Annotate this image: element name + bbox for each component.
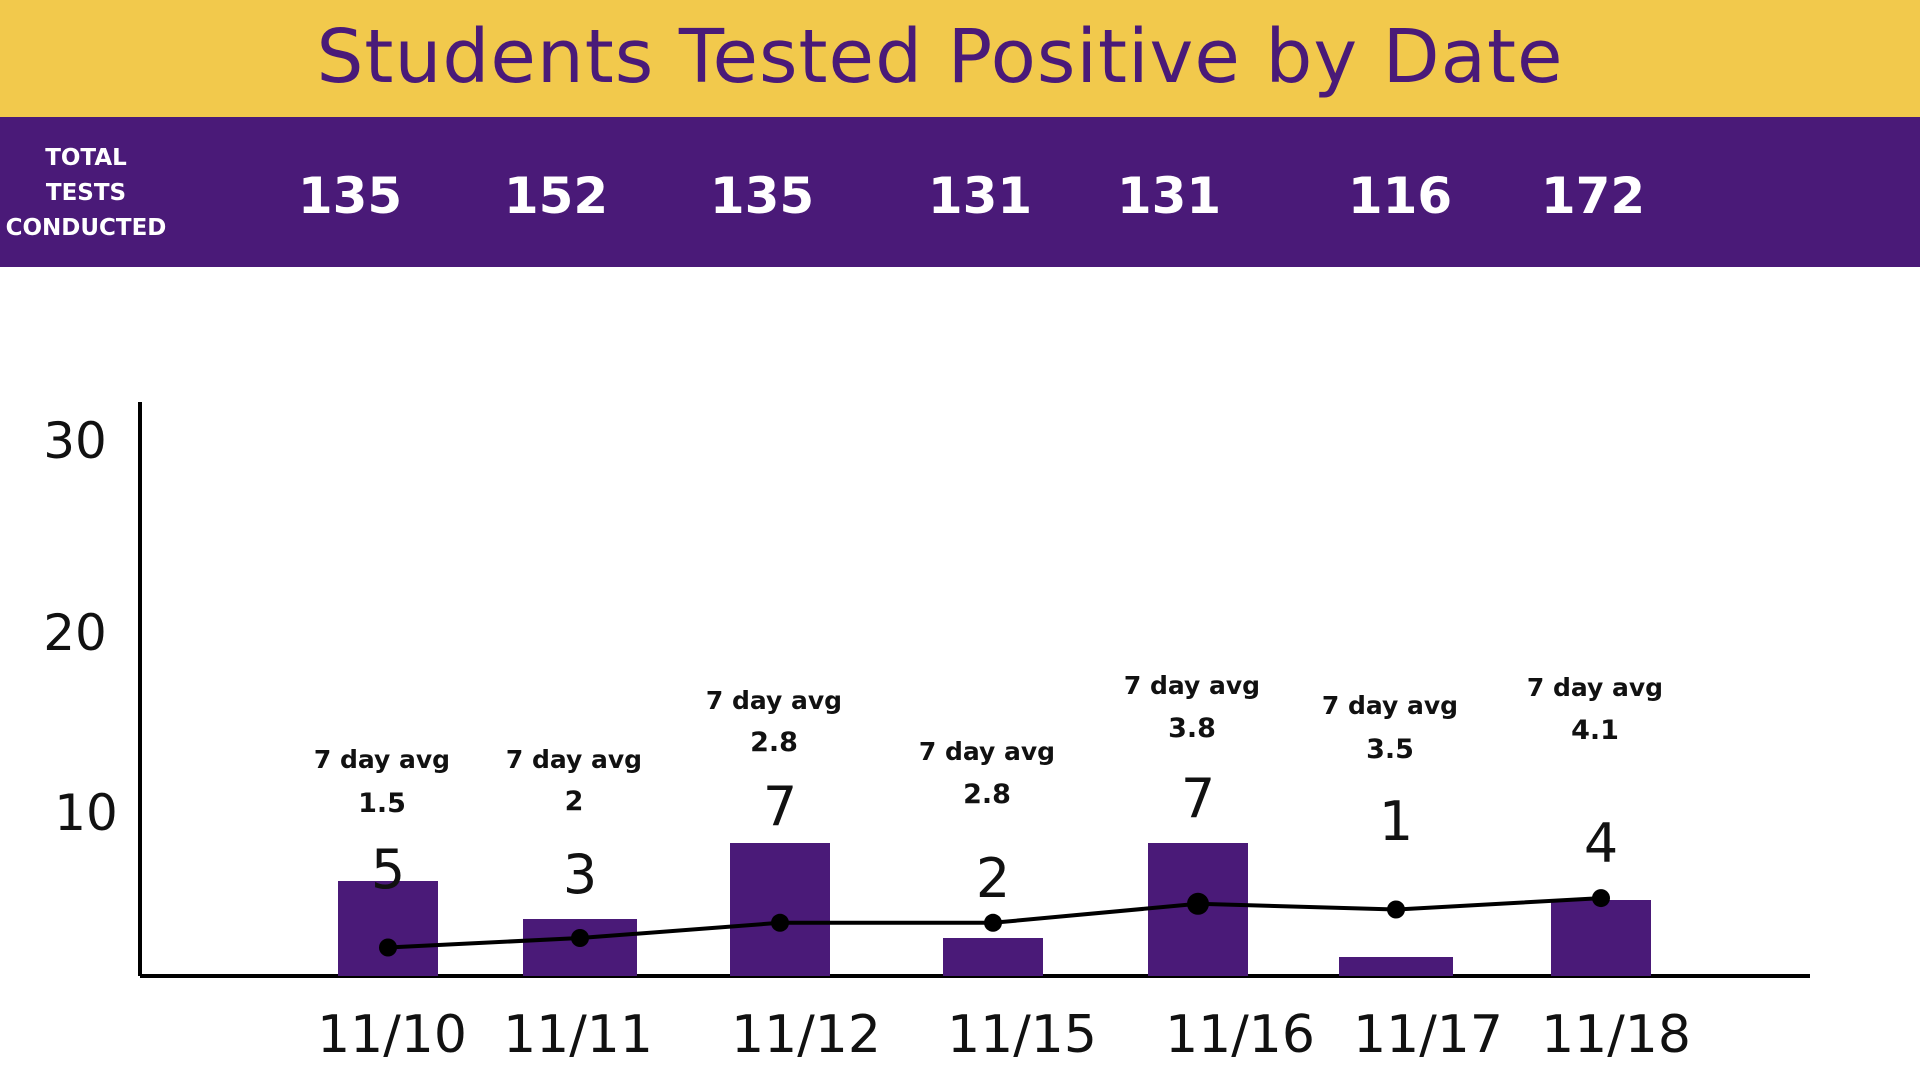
bar: [1551, 900, 1651, 976]
avg-label-title: 7 day avg: [314, 745, 450, 774]
bar: [943, 938, 1043, 976]
avg-label-title: 7 day avg: [1124, 671, 1260, 700]
x-tick-label: 11/11: [503, 1005, 653, 1065]
total-tests-value: 135: [297, 167, 403, 225]
bar-value-label: 1: [1379, 790, 1413, 853]
avg-label-value: 3.5: [1366, 734, 1414, 765]
avg-label-value: 3.8: [1168, 713, 1216, 744]
avg-label-title: 7 day avg: [1322, 691, 1458, 720]
avg-label-value: 2.8: [963, 779, 1011, 810]
x-tick-label: 11/18: [1541, 1005, 1691, 1065]
total-tests-value: 172: [1540, 167, 1646, 225]
avg-point: [771, 913, 789, 932]
avg-label-value: 1.5: [358, 788, 406, 819]
avg-label-title: 7 day avg: [919, 737, 1055, 766]
bar: [338, 881, 438, 976]
total-tests-value: 152: [503, 167, 609, 225]
avg-label-title: 7 day avg: [506, 745, 642, 774]
avg-point: [1592, 889, 1610, 908]
bar-value-label: 5: [371, 838, 405, 901]
total-tests-label-line: CONDUCTED: [5, 215, 167, 241]
y-tick-label: 30: [43, 412, 107, 470]
avg-label-title: 7 day avg: [1527, 673, 1663, 702]
avg-label-title: 7 day avg: [706, 686, 842, 715]
bar-value-label: 3: [563, 843, 597, 906]
bar-value-label: 2: [976, 847, 1010, 910]
bar-value-label: 7: [763, 775, 797, 838]
avg-label-value: 2: [565, 786, 584, 817]
avg-label-value: 4.1: [1571, 715, 1619, 746]
avg-point: [1187, 892, 1209, 915]
title-banner: Students Tested Positive by Date: [0, 0, 1920, 117]
avg-point: [984, 913, 1002, 932]
x-tick-label: 11/16: [1165, 1005, 1315, 1065]
bar: [730, 843, 830, 976]
y-tick-label: 10: [54, 784, 118, 842]
x-tick-label: 11/17: [1353, 1005, 1503, 1065]
x-tick-label: 11/15: [947, 1005, 1097, 1065]
total-tests-label-line: TOTAL: [45, 145, 127, 171]
bar-value-label: 4: [1584, 812, 1618, 875]
total-tests-value: 131: [927, 167, 1033, 225]
total-tests-value: 131: [1116, 167, 1222, 225]
total-tests-label-line: TESTS: [45, 180, 127, 206]
bar-value-label: 7: [1181, 767, 1215, 830]
total-tests-value: 116: [1347, 167, 1453, 225]
bar: [1339, 957, 1453, 976]
page-title: Students Tested Positive by Date: [316, 13, 1564, 100]
y-tick-label: 20: [43, 604, 107, 662]
total-tests-value: 135: [709, 167, 815, 225]
avg-point: [379, 938, 397, 957]
total-tests-label: TOTAL TESTS CONDUCTED: [0, 141, 172, 246]
avg-label-value: 2.8: [750, 727, 798, 758]
x-tick-label: 11/10: [317, 1005, 467, 1065]
x-tick-label: 11/12: [731, 1005, 881, 1065]
avg-point: [571, 929, 589, 947]
total-tests-band: TOTAL TESTS CONDUCTED 135 152 135 131 13…: [0, 117, 1920, 267]
bar: [523, 919, 637, 976]
avg-point: [1387, 900, 1405, 919]
